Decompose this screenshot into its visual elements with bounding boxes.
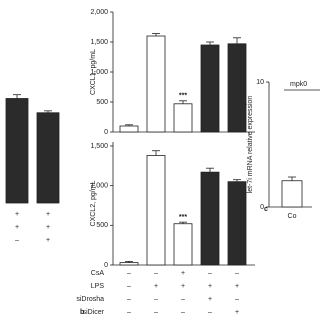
bar [281, 180, 303, 208]
y-tick-label: 0 [260, 204, 264, 211]
y-tick-label: 0 [104, 129, 108, 136]
condition-value: – [235, 296, 239, 303]
y-tick-label: 1,000 [90, 182, 108, 189]
condition-value: – [208, 270, 212, 277]
y-tick-label: 1,500 [90, 143, 108, 150]
error-bar [13, 94, 21, 99]
condition-label: siDrosha [76, 296, 104, 303]
y-tick-label: 2,000 [90, 9, 108, 16]
bar [173, 103, 193, 133]
condition-value: + [235, 283, 239, 290]
error-bar [152, 150, 160, 156]
condition-value: – [154, 309, 158, 316]
condition-value: – [15, 237, 19, 244]
bar [119, 262, 139, 266]
condition-value: – [154, 296, 158, 303]
bar [200, 44, 220, 133]
condition-value: – [154, 270, 158, 277]
error-bar [125, 124, 133, 126]
condition-label: siDicer [83, 309, 105, 316]
error-bar [179, 221, 187, 224]
condition-value: – [235, 270, 239, 277]
bar [146, 155, 166, 266]
y-tick-label: 1,000 [90, 69, 108, 76]
condition-value: – [127, 283, 131, 290]
condition-value: + [208, 283, 212, 290]
y-axis-label: let-7i mRNA relative expression [247, 96, 254, 194]
condition-label: LPS [91, 283, 105, 290]
condition-value: + [46, 211, 50, 218]
condition-label: CsA [91, 270, 105, 277]
bar [173, 223, 193, 266]
panel-label: c [264, 206, 268, 213]
x-tick-label: Co [288, 213, 297, 220]
condition-value: + [181, 283, 185, 290]
y-tick-label: 500 [96, 222, 108, 229]
group-header: mpk0 [290, 81, 307, 88]
y-tick-label: 1,500 [90, 39, 108, 46]
condition-value: – [127, 270, 131, 277]
bar [227, 181, 247, 266]
condition-value: – [127, 309, 131, 316]
y-tick-label: 10 [256, 79, 264, 86]
bar [200, 171, 220, 266]
error-bar [233, 37, 241, 44]
condition-value: + [181, 270, 185, 277]
bar [5, 98, 29, 204]
condition-value: + [235, 309, 239, 316]
condition-value: – [208, 309, 212, 316]
error-bar [125, 261, 133, 263]
error-bar [233, 179, 241, 182]
condition-value: – [181, 309, 185, 316]
condition-value: + [208, 296, 212, 303]
condition-value: + [15, 224, 19, 231]
error-bar [206, 167, 214, 173]
error-bar [44, 110, 52, 113]
condition-value: + [46, 237, 50, 244]
error-bar [179, 100, 187, 104]
significance: *** [179, 93, 187, 100]
significance: *** [179, 214, 187, 221]
bar [227, 43, 247, 133]
condition-value: – [127, 296, 131, 303]
condition-value: – [181, 296, 185, 303]
condition-value: + [46, 224, 50, 231]
condition-value: + [15, 211, 19, 218]
y-tick-label: 500 [96, 99, 108, 106]
condition-value: + [154, 283, 158, 290]
bar [119, 125, 139, 133]
y-axis-label: CXCL2, pg/mL [90, 180, 97, 226]
error-bar [206, 41, 214, 45]
y-tick-label: 0 [104, 262, 108, 269]
error-bar [152, 33, 160, 36]
error-bar [288, 176, 296, 181]
y-axis-label: CXCL1, pg/mL [90, 49, 97, 95]
bar [146, 35, 166, 133]
bar [36, 112, 60, 204]
panel-label: b [80, 309, 84, 316]
